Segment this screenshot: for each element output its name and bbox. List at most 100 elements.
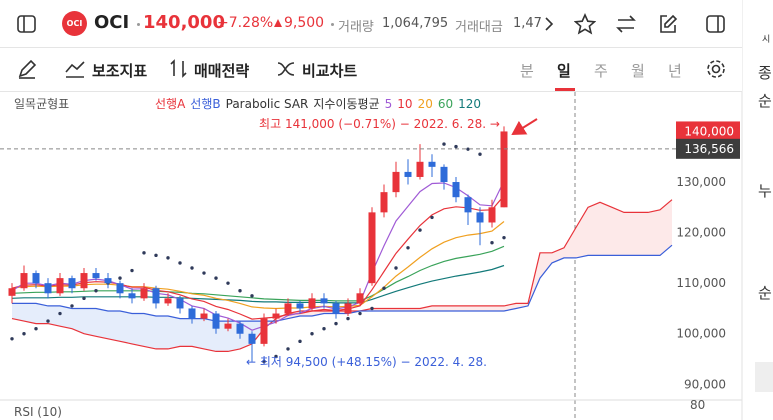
sidebar-label: 순 (758, 92, 772, 110)
more-chevron[interactable] (543, 15, 555, 33)
candle-body (320, 298, 328, 304)
sar-dot (46, 319, 50, 323)
candle-body (140, 288, 148, 299)
swap-icon[interactable] (615, 13, 637, 35)
symbol-name[interactable]: OCI (94, 12, 130, 33)
sar-dot (454, 144, 458, 149)
sidebar-label: 시 (762, 35, 771, 45)
candle-body (356, 293, 364, 304)
sar-dot (430, 215, 434, 220)
sar-dot (262, 359, 266, 364)
sidebar-label: 종 (758, 64, 772, 82)
sar-dot (190, 266, 194, 270)
indicators-button[interactable]: 보조지표 (92, 62, 148, 80)
period-tab[interactable]: 분 (520, 62, 534, 80)
ema-line (11, 195, 505, 320)
sar-dot (10, 337, 14, 341)
period-tab[interactable]: 년 (668, 62, 682, 80)
sar-dot (502, 235, 506, 240)
legend-entry: 10 (397, 97, 412, 111)
cloud-fill (144, 313, 156, 349)
price-box (676, 138, 740, 159)
sar-dot (478, 152, 482, 156)
candle-body (200, 313, 208, 319)
candle-body (164, 298, 172, 304)
sar-dot (286, 347, 290, 351)
cloud-fill (492, 305, 504, 311)
candle-body (56, 278, 64, 294)
edit-icon[interactable] (657, 13, 679, 35)
price-box-label: 136,566 (684, 142, 734, 156)
sar-dot (58, 311, 62, 316)
cloud-fill (576, 207, 588, 258)
candle-body (260, 318, 268, 344)
rsi-title: RSI (10) (14, 405, 62, 419)
cloud-fill (648, 209, 660, 256)
active-underline (555, 88, 575, 91)
layout-icon[interactable] (705, 13, 727, 35)
strategy-icon[interactable] (168, 58, 190, 80)
sar-dot (202, 271, 206, 275)
cloud-fill (72, 308, 84, 334)
y-tick-label: 90,000 (684, 377, 726, 391)
cloud-fill (108, 310, 120, 342)
legend-entry: 20 (418, 97, 433, 111)
compare-button[interactable]: 비교차트 (302, 62, 358, 80)
candle-body (188, 308, 196, 319)
favorite-icon[interactable] (574, 13, 596, 35)
candle-body (452, 182, 460, 198)
candle-body (80, 273, 88, 289)
volume: 1,064,795 (382, 16, 449, 31)
low-annotation: ← 최저 94,500 (+48.15%) − 2022. 4. 28. (246, 355, 487, 369)
price: 140,000 (143, 12, 225, 33)
candle-body (344, 303, 352, 314)
period-tab[interactable]: 일 (557, 62, 571, 80)
ema-line (11, 245, 505, 302)
period-tab[interactable]: 월 (631, 62, 645, 80)
candle-body (416, 161, 424, 177)
period-tab[interactable]: 주 (594, 62, 608, 80)
logo: OCI (62, 11, 87, 36)
candle-body (104, 278, 112, 284)
candle-body (488, 207, 496, 223)
sar-dot (274, 354, 278, 359)
candle-body (464, 197, 472, 213)
high-annotation: 최고 141,000 (−0.71%) − 2022. 6. 28. → (259, 117, 500, 131)
candle-body (152, 288, 160, 304)
sar-dot (442, 142, 446, 146)
compare-icon[interactable] (275, 58, 297, 80)
sar-dot (154, 253, 158, 258)
cloud-fill (480, 305, 492, 311)
cloud-fill (468, 305, 480, 311)
sar-dot (250, 294, 254, 298)
candle-body (368, 212, 376, 284)
amount: 1,47 (513, 16, 542, 31)
sar-dot (178, 261, 182, 265)
ema-line (11, 180, 505, 331)
sar-dot (370, 306, 374, 311)
cloud-fill (12, 303, 24, 322)
legend-title: 일목균형표 (14, 97, 69, 111)
cloud-fill (120, 310, 132, 344)
strategy-button[interactable]: 매매전략 (194, 62, 250, 80)
price-box-label: 140,000 (684, 124, 734, 138)
candle-body (308, 298, 316, 309)
sar-dot (382, 286, 386, 290)
indicator-icon[interactable] (64, 58, 88, 80)
sar-dot (166, 256, 170, 260)
cloud-fill (600, 202, 612, 256)
cloud-fill (84, 308, 96, 337)
settings-icon[interactable] (705, 58, 727, 80)
cloud-fill (540, 252, 552, 279)
sar-dot (142, 251, 146, 255)
panel-toggle[interactable] (16, 13, 38, 35)
cloud-fill (48, 305, 60, 327)
candle-body (212, 313, 220, 329)
sidebar-box (755, 362, 773, 392)
price-box (676, 121, 740, 142)
candle-body (404, 171, 412, 177)
cloud-fill (156, 316, 168, 349)
candle-body (476, 212, 484, 223)
draw-icon[interactable] (16, 58, 38, 80)
